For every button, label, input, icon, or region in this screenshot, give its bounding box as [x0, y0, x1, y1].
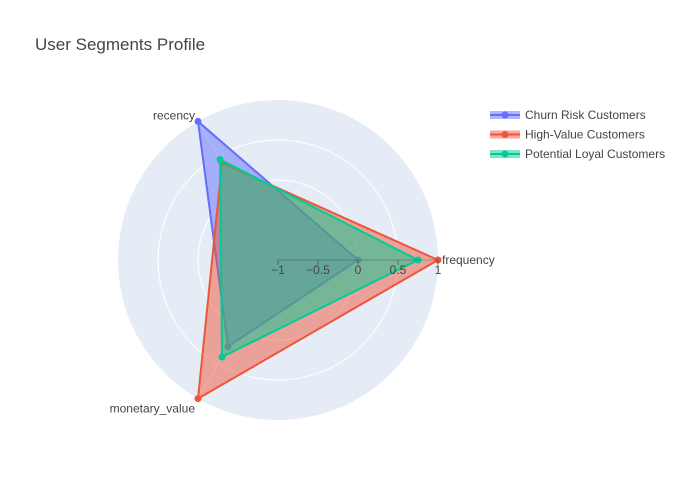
legend-item[interactable]: High-Value Customers	[490, 128, 645, 142]
chart-title: User Segments Profile	[35, 35, 205, 54]
series-layer	[194, 117, 442, 403]
legend-marker	[501, 150, 509, 158]
series-3	[216, 156, 422, 361]
angular-label-recency: recency	[153, 108, 195, 122]
radial-tick-label: −0.5	[306, 263, 330, 277]
data-point	[414, 256, 422, 264]
legend-marker	[501, 111, 509, 119]
legend-label: Churn Risk Customers	[525, 108, 646, 122]
radial-tick-label: 0	[355, 263, 362, 277]
legend-item[interactable]: Churn Risk Customers	[490, 108, 646, 122]
legend[interactable]: Churn Risk Customers High-Value Customers…	[490, 108, 665, 161]
legend-item[interactable]: Potential Loyal Customers	[490, 147, 665, 161]
legend-label: Potential Loyal Customers	[525, 147, 665, 161]
data-point	[218, 353, 226, 361]
data-point	[194, 117, 202, 125]
angular-axis-labels: recency frequency monetary_value	[110, 108, 495, 415]
legend-marker	[501, 131, 509, 138]
series-area	[219, 158, 419, 358]
radial-tick-label: 0.5	[390, 263, 407, 277]
data-point	[216, 156, 224, 164]
angular-label-monetary-value: monetary_value	[110, 402, 196, 416]
angular-label-frequency: frequency	[442, 253, 495, 267]
radial-tick-label: 1	[435, 263, 442, 277]
legend-label: High-Value Customers	[525, 128, 645, 142]
radial-tick-label: −1	[271, 263, 285, 277]
data-point	[194, 395, 202, 403]
radial-axis: −1 −0.5 0 0.5 1	[271, 259, 442, 277]
